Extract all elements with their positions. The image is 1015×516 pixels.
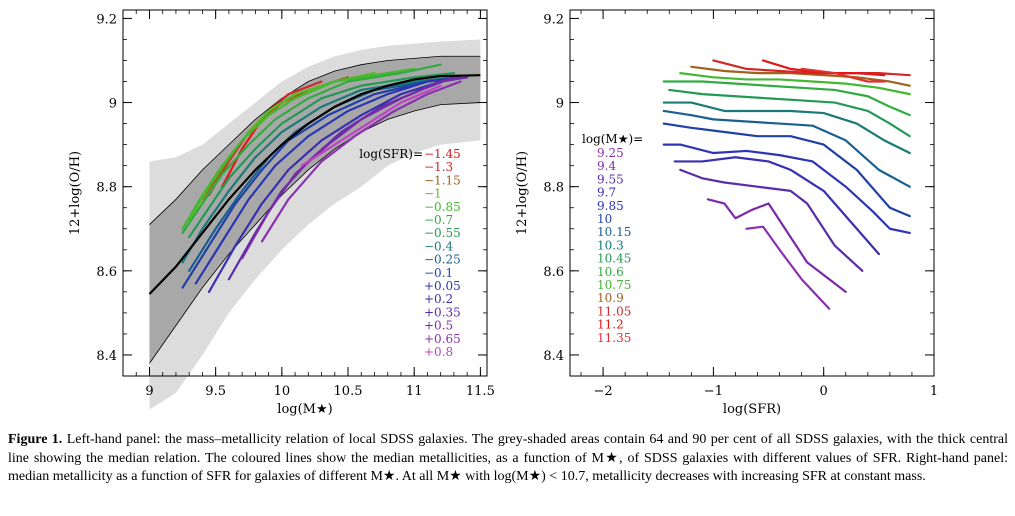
left-series-line-11 bbox=[207, 76, 469, 293]
right-legend-entry-7: 10.3 bbox=[597, 238, 624, 252]
left-legend-entry-1: −1.3 bbox=[424, 160, 453, 174]
figure-caption: Figure 1. Left-hand panel: the mass–meta… bbox=[8, 431, 1008, 487]
left-series-line-13 bbox=[241, 76, 469, 260]
left-x-tick-label: 9.5 bbox=[205, 384, 226, 399]
right-panel: −2 −1 0 1 8.4 8.6 8.8 9 9.2 log(SFR) 12+log(O/H) lo… bbox=[515, 9, 938, 417]
right-plot-frame bbox=[569, 9, 935, 377]
right-legend-entry-0: 9.25 bbox=[597, 146, 624, 160]
band-inner-upper-edge bbox=[149, 55, 481, 225]
left-x-tick-label: 10 bbox=[274, 384, 291, 399]
right-legend-entry-11: 10.9 bbox=[597, 291, 624, 305]
right-y-tick-label: 9 bbox=[556, 97, 564, 112]
left-y-axis-label: 12+log(O/H) bbox=[68, 151, 83, 235]
right-legend-entry-8: 10.45 bbox=[597, 252, 631, 266]
left-x-tick-label: 11 bbox=[406, 384, 423, 399]
left-series-line-6 bbox=[188, 72, 456, 239]
right-series-line-6 bbox=[662, 109, 911, 188]
left-y-tick-label: 9 bbox=[109, 97, 117, 112]
left-legend-entry-4: −0.85 bbox=[424, 200, 461, 214]
right-legend-entry-14: 11.35 bbox=[597, 331, 631, 345]
right-legend-title: log(M★)= bbox=[582, 132, 643, 146]
caption-text: Left-hand panel: the mass–metallicity re… bbox=[8, 432, 1009, 484]
left-x-tick-label: 10.5 bbox=[334, 384, 363, 399]
right-series-line-13 bbox=[761, 59, 886, 77]
right-series-line-8 bbox=[668, 88, 911, 138]
right-series-line-1 bbox=[706, 198, 847, 293]
left-legend-title: log(SFR)= bbox=[359, 147, 423, 161]
left-legend-entry-11: +0.2 bbox=[424, 292, 453, 306]
right-x-tick-label: 1 bbox=[930, 384, 938, 399]
left-plot-frame bbox=[122, 9, 488, 377]
right-legend-entry-5: 10 bbox=[597, 212, 612, 226]
right-series-line-9 bbox=[662, 80, 911, 117]
left-y-tick-label: 9.2 bbox=[96, 12, 117, 27]
left-legend-entry-13: +0.5 bbox=[424, 319, 453, 333]
right-y-axis-label: 12+log(O/H) bbox=[515, 151, 530, 235]
left-x-tick-label: 11.5 bbox=[466, 384, 495, 399]
left-series-line-14 bbox=[260, 80, 462, 243]
right-series-line-10 bbox=[679, 72, 911, 96]
band-inner-lower-edge bbox=[149, 102, 481, 364]
right-series-line-2 bbox=[679, 168, 864, 272]
left-legend-entry-6: −0.55 bbox=[424, 226, 461, 240]
left-legend-entry-2: −1.15 bbox=[424, 173, 461, 187]
right-series-line-3 bbox=[673, 156, 880, 256]
left-panel: 9 9.5 10 10.5 11 11.5 8.4 8.6 8.8 9 9.2 log(M★) 12+l… bbox=[68, 9, 495, 417]
left-series-line-8 bbox=[188, 76, 462, 272]
left-series-line-10 bbox=[194, 76, 462, 285]
left-legend-entry-12: +0.35 bbox=[424, 305, 461, 319]
right-legend-entry-6: 10.15 bbox=[597, 225, 631, 239]
right-x-tick-label: 0 bbox=[820, 384, 828, 399]
left-legend-entry-14: +0.65 bbox=[424, 332, 461, 346]
left-y-tick-label: 8.6 bbox=[96, 265, 117, 280]
right-legend-entry-2: 9.55 bbox=[597, 172, 624, 186]
right-y-tick-label: 8.4 bbox=[543, 349, 564, 364]
left-series-line-15 bbox=[300, 84, 442, 167]
left-series-line-5 bbox=[181, 63, 442, 235]
right-series-line-7 bbox=[662, 101, 911, 155]
right-y-tick-label: 8.8 bbox=[543, 181, 564, 196]
right-legend-entry-9: 10.6 bbox=[597, 265, 624, 279]
right-legend-entry-10: 10.75 bbox=[597, 278, 631, 292]
right-x-tick-label: −2 bbox=[594, 384, 613, 399]
left-legend-entry-10: +0.05 bbox=[424, 279, 461, 293]
right-series-line-14 bbox=[800, 67, 886, 83]
right-series-line-4 bbox=[662, 143, 911, 235]
band-90-percent bbox=[149, 39, 481, 410]
right-x-axis-label: log(SFR) bbox=[723, 402, 781, 417]
right-series-line-12 bbox=[712, 59, 911, 77]
right-y-tick-label: 9.2 bbox=[543, 12, 564, 27]
caption-label: Figure 1. bbox=[8, 432, 63, 447]
right-x-tick-label: −1 bbox=[704, 384, 723, 399]
right-series-line-5 bbox=[662, 122, 911, 218]
figure: 9 9.5 10 10.5 11 11.58.48.68.899.2log(M★)12+l… bbox=[68, 9, 938, 417]
left-legend-entry-8: −0.25 bbox=[424, 253, 461, 267]
left-legend-entry-3: −1 bbox=[424, 187, 442, 201]
right-legend-entry-12: 11.05 bbox=[597, 304, 631, 318]
left-x-axis-label: log(M★) bbox=[277, 402, 332, 417]
left-legend-entry-7: −0.4 bbox=[424, 239, 454, 253]
right-y-tick-label: 8.6 bbox=[543, 265, 564, 280]
left-y-tick-label: 8.4 bbox=[96, 349, 117, 364]
left-legend-entry-5: −0.7 bbox=[424, 213, 453, 227]
right-series-line-0 bbox=[745, 225, 831, 310]
right-legend-entry-13: 11.2 bbox=[597, 318, 624, 332]
left-x-tick-label: 9 bbox=[145, 384, 153, 399]
left-legend-entry-0: −1.45 bbox=[424, 147, 461, 161]
right-legend-entry-3: 9.7 bbox=[597, 186, 616, 200]
left-legend-entry-9: −0.1 bbox=[424, 266, 453, 280]
median-relation-line bbox=[148, 74, 481, 295]
left-series-line-4 bbox=[181, 67, 416, 230]
left-legend-entry-15: +0.8 bbox=[424, 345, 453, 359]
right-legend-entry-4: 9.85 bbox=[597, 199, 624, 213]
left-y-tick-label: 8.8 bbox=[96, 181, 117, 196]
right-legend-entry-1: 9.4 bbox=[597, 159, 616, 173]
